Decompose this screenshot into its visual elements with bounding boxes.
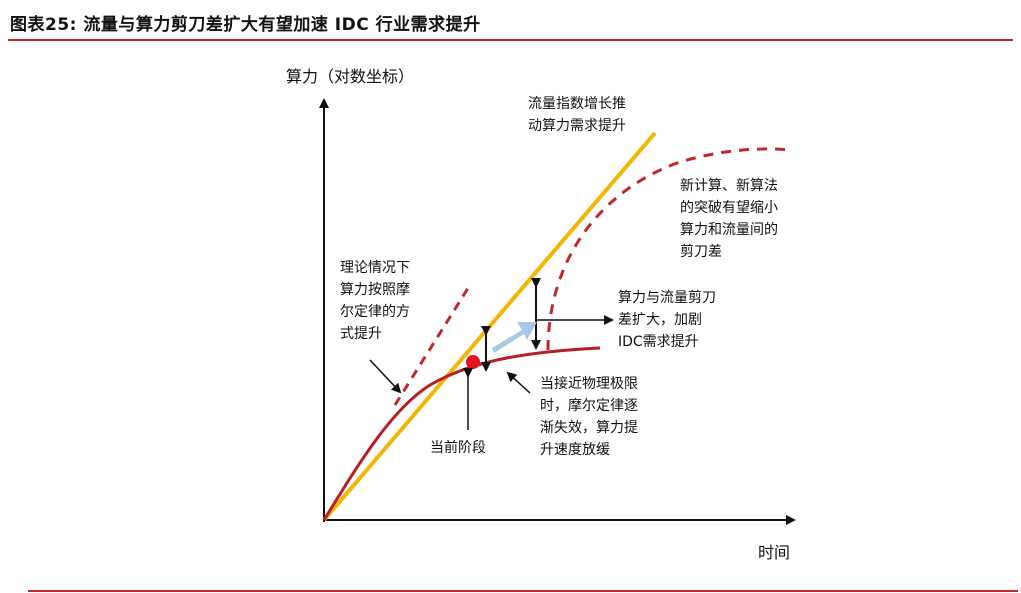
pointer-to-compute-plateau [506, 371, 531, 394]
y-axis-label: 算力（对数坐标） [286, 67, 414, 86]
gap-widening-arrow [492, 322, 537, 353]
top-divider [8, 39, 1013, 41]
gap-annotation-line: IDC需求提升 [618, 334, 699, 350]
new-algorithm-annotation-line: 的突破有望缩小 [680, 200, 778, 216]
moore-theory-annotation-line: 尔定律的方 [340, 304, 410, 320]
traffic-annotation: 流量指数增长推 动算力需求提升 [528, 96, 630, 134]
traffic-annotation-line: 流量指数增长推 [528, 96, 626, 112]
physical-limit-annotation: 当接近物理极限 时，摩尔定律逐 渐失效，算力提 升速度放缓 [540, 375, 642, 458]
new-algorithm-dashed-curve [546, 147, 791, 351]
gap-annotation-line: 算力与流量剪刀 [618, 290, 716, 306]
physical-limit-annotation-line: 渐失效，算力提 [540, 420, 638, 436]
traffic-annotation-line: 动算力需求提升 [528, 118, 626, 134]
gap-annotation: 算力与流量剪刀 差扩大，加剧 IDC需求提升 [618, 290, 720, 350]
new-algorithm-annotation-line: 新计算、新算法 [680, 178, 778, 194]
moore-theory-dashed-line [393, 284, 472, 406]
x-axis-label: 时间 [758, 543, 790, 562]
moore-theory-annotation-line: 算力按照摩 [340, 281, 410, 298]
compute-curve [322, 346, 601, 521]
figure-title: 图表25: 流量与算力剪刀差扩大有望加速 IDC 行业需求提升 [10, 15, 481, 35]
physical-limit-annotation-line: 当接近物理极限 [540, 375, 638, 392]
moore-theory-annotation-line: 理论情况下 [340, 260, 410, 276]
new-algorithm-annotation: 新计算、新算法 的突破有望缩小 算力和流量间的 剪刀差 [680, 178, 782, 260]
new-algorithm-annotation-line: 算力和流量间的 [680, 222, 778, 238]
physical-limit-annotation-line: 升速度放缓 [540, 442, 610, 458]
new-algorithm-annotation-line: 剪刀差 [680, 244, 722, 260]
current-stage-label: 当前阶段 [430, 439, 486, 456]
physical-limit-annotation-line: 时，摩尔定律逐 [540, 397, 638, 414]
bottom-divider [28, 590, 1018, 592]
pointer-to-moore-dashed [369, 359, 402, 394]
moore-theory-annotation-line: 式提升 [340, 326, 382, 342]
gap-annotation-line: 差扩大，加剧 [618, 312, 702, 328]
current-stage-point [466, 355, 480, 369]
moore-theory-annotation: 理论情况下 算力按照摩 尔定律的方 式提升 [340, 260, 414, 342]
